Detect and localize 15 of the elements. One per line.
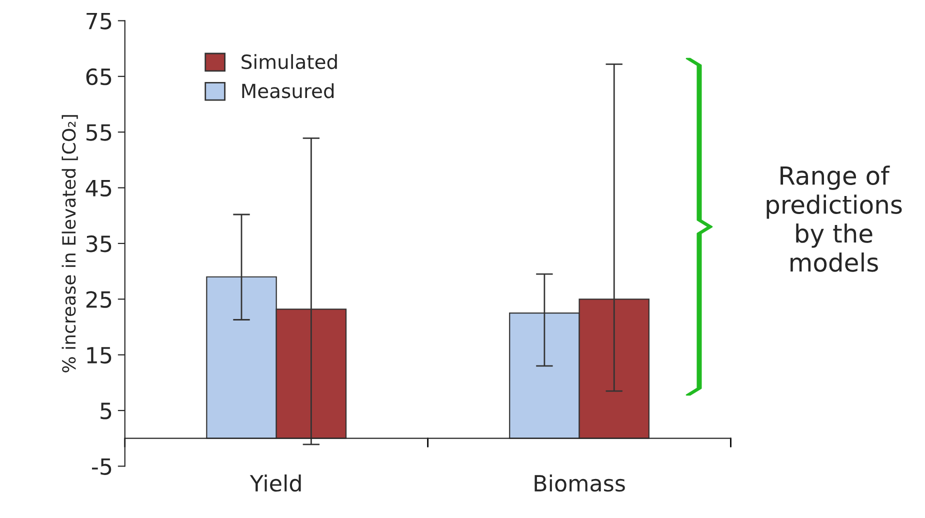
x-tick-label: Biomass bbox=[534, 474, 625, 492]
y-tick-label: 15 bbox=[87, 347, 112, 364]
legend-label: Measured bbox=[242, 83, 334, 98]
y-tick-label: -5 bbox=[92, 458, 112, 475]
y-tick-label: 25 bbox=[86, 291, 112, 308]
y-tick-label: 45 bbox=[86, 180, 112, 197]
y-tick-label: 75 bbox=[86, 12, 112, 30]
y-tick-label: 65 bbox=[86, 68, 112, 86]
x-tick-label: Yield bbox=[250, 474, 301, 492]
y-tick-label: 35 bbox=[86, 235, 112, 252]
legend-label: Simulated bbox=[242, 54, 337, 70]
text: Range of predictions by the models bbox=[766, 166, 902, 272]
y-tick-label: 55 bbox=[86, 124, 112, 141]
y-tick-label: 5 bbox=[100, 402, 112, 420]
y-axis-title: % increase in Elevated [CO₂] bbox=[62, 115, 78, 372]
